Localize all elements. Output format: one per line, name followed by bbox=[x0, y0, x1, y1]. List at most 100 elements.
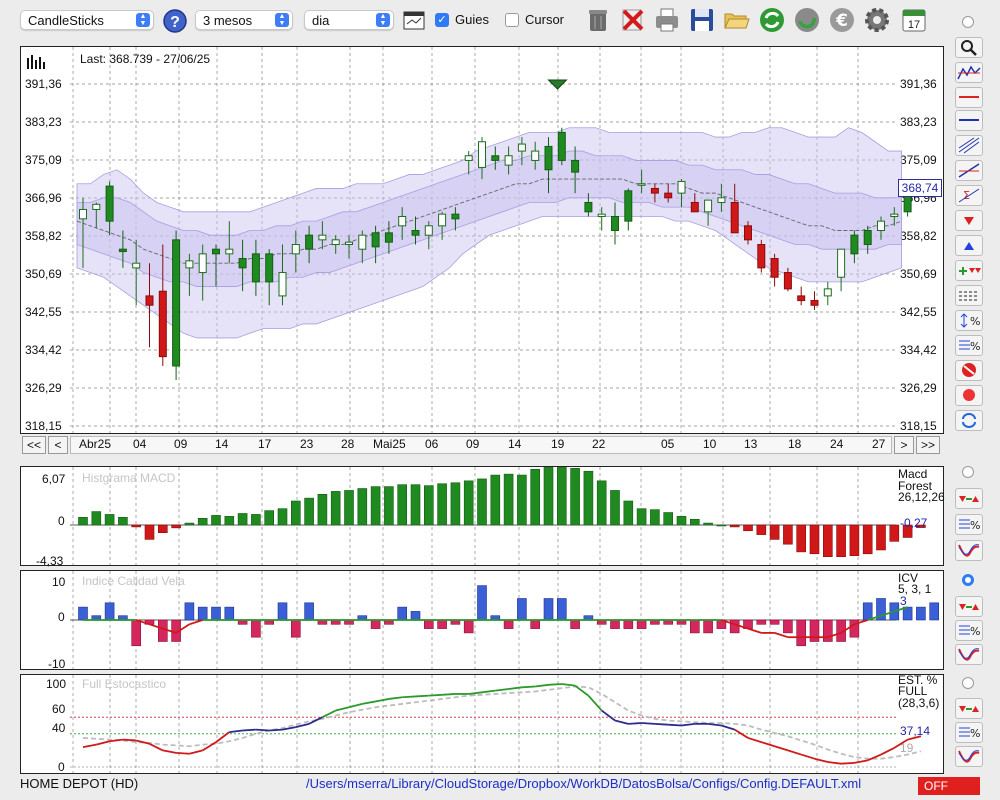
icv-bar bbox=[224, 606, 235, 621]
icv-signal-line bbox=[189, 619, 203, 626]
chart-type-select[interactable]: CandleSticks ▲ ▼ bbox=[20, 10, 154, 30]
macd-bar bbox=[503, 473, 514, 526]
macd-bar bbox=[583, 470, 594, 526]
signal-arrows-icon bbox=[959, 604, 979, 610]
zoom-button[interactable] bbox=[955, 37, 983, 58]
config-path-link[interactable]: /Users/mserra/Library/CloudStorage/Dropb… bbox=[306, 776, 862, 791]
macd-signals-button[interactable] bbox=[955, 488, 983, 509]
icv-curve-button[interactable] bbox=[955, 644, 983, 665]
stochastic-k-line bbox=[841, 761, 855, 765]
y-axis-label: 366,96 bbox=[25, 191, 62, 205]
icv-signals-button[interactable] bbox=[955, 596, 983, 617]
blue-line-button[interactable] bbox=[955, 110, 983, 131]
candle-body bbox=[823, 288, 832, 297]
macd-bar bbox=[902, 524, 913, 538]
macd-bar bbox=[636, 508, 647, 526]
calendar-grid-icon[interactable] bbox=[403, 11, 425, 31]
swap-button[interactable] bbox=[955, 410, 983, 431]
stochastic-k-line bbox=[388, 696, 403, 700]
nav-last-button[interactable]: >> bbox=[916, 436, 940, 454]
macd-curve-button[interactable] bbox=[955, 540, 983, 561]
icv-percent-button[interactable]: % bbox=[955, 620, 983, 641]
candlestick-chart[interactable]: 391,36 391,36 383,23 383,23 375,09 375,09 366,… bbox=[20, 46, 944, 434]
panel-radio-icv[interactable] bbox=[962, 574, 974, 586]
up-arrow-button[interactable] bbox=[955, 235, 983, 256]
stochastic-k-line bbox=[641, 722, 655, 725]
curve-icon bbox=[958, 648, 980, 661]
panel-radio-macd[interactable] bbox=[962, 466, 974, 478]
y-axis-label-right: 391,36 bbox=[900, 77, 937, 91]
cursor-checkbox[interactable] bbox=[505, 13, 519, 27]
down-arrow-button[interactable] bbox=[955, 210, 983, 231]
trash-icon[interactable] bbox=[584, 6, 612, 34]
x-axis-label: 14 bbox=[215, 437, 229, 451]
panel-radio-stochastic[interactable] bbox=[962, 677, 974, 689]
nav-first-button[interactable]: << bbox=[22, 436, 46, 454]
x-axis-label: 04 bbox=[133, 437, 147, 451]
macd-bar bbox=[118, 517, 128, 526]
sync-icon[interactable] bbox=[793, 6, 821, 34]
stochastic-k-line bbox=[508, 686, 523, 690]
status-flag-badge[interactable]: OFF bbox=[918, 777, 980, 795]
red-line-button[interactable] bbox=[955, 87, 983, 108]
stochastic-chart[interactable] bbox=[20, 674, 944, 774]
refresh-icon[interactable] bbox=[758, 6, 786, 34]
icv-chart[interactable] bbox=[20, 570, 944, 670]
nav-next-button[interactable]: > bbox=[894, 436, 914, 454]
calendar-17-icon[interactable]: 17 bbox=[900, 6, 928, 34]
grid-lines-button[interactable] bbox=[955, 285, 983, 306]
euro-icon[interactable]: € bbox=[828, 6, 856, 34]
icv-bar bbox=[916, 606, 926, 621]
help-icon[interactable]: ? bbox=[162, 8, 188, 34]
candle-body bbox=[717, 197, 726, 203]
interval-select[interactable]: dia ▲ ▼ bbox=[304, 10, 394, 30]
percent-range-button[interactable]: % bbox=[955, 310, 983, 331]
candle-body bbox=[291, 244, 300, 255]
candle-body bbox=[757, 244, 766, 269]
guides-checkbox[interactable]: ✓ bbox=[435, 13, 449, 27]
record-icon bbox=[963, 389, 975, 401]
sto-signals-button[interactable] bbox=[955, 698, 983, 719]
print-icon[interactable] bbox=[653, 6, 681, 34]
svg-text:%: % bbox=[970, 727, 980, 740]
time-axis[interactable] bbox=[70, 436, 892, 454]
swap-arrows-icon bbox=[962, 413, 976, 428]
channel-button[interactable] bbox=[955, 135, 983, 156]
macd-percent-button[interactable]: % bbox=[955, 514, 983, 535]
sto-curve-button[interactable] bbox=[955, 746, 983, 767]
save-icon[interactable] bbox=[688, 6, 716, 34]
indicator-button[interactable] bbox=[955, 62, 983, 83]
sto-y40-label: 40 bbox=[52, 721, 66, 735]
macd-histogram[interactable] bbox=[20, 466, 944, 566]
stochastic-k-line bbox=[229, 729, 243, 734]
icv-params: 5, 3, 1 bbox=[898, 582, 932, 596]
sto-y0-label: 0 bbox=[58, 760, 65, 774]
macd-bar bbox=[330, 491, 341, 526]
icv-bar bbox=[902, 606, 913, 621]
icv-signal-line bbox=[175, 623, 190, 634]
stochastic-k-line bbox=[189, 749, 203, 755]
stochastic-k-line bbox=[362, 700, 376, 705]
add-signal-button[interactable] bbox=[955, 260, 983, 281]
candle-body bbox=[371, 232, 380, 248]
delete-icon[interactable] bbox=[619, 6, 647, 34]
open-folder-icon[interactable] bbox=[722, 6, 750, 34]
svg-text:€: € bbox=[835, 11, 848, 31]
macd-right-sub: Forest bbox=[898, 479, 933, 493]
stop-button[interactable] bbox=[955, 360, 983, 381]
gear-icon[interactable] bbox=[863, 6, 891, 34]
percent-lines-button[interactable]: % bbox=[955, 335, 983, 356]
stochastic-k-line bbox=[269, 728, 283, 732]
trendline-button[interactable] bbox=[955, 160, 983, 181]
macd-bar bbox=[370, 486, 381, 526]
red-down-arrow-icon bbox=[964, 217, 974, 225]
sigma-button[interactable]: Σ bbox=[955, 185, 983, 206]
macd-value: -0,27 bbox=[900, 516, 928, 530]
record-button[interactable] bbox=[955, 385, 983, 406]
sto-percent-button[interactable]: % bbox=[955, 722, 983, 743]
panel-radio-main[interactable] bbox=[962, 16, 974, 28]
icv-signal-line bbox=[774, 632, 789, 639]
icv-bar bbox=[131, 619, 141, 647]
nav-prev-button[interactable]: < bbox=[48, 436, 68, 454]
period-select[interactable]: 3 mesos ▲ ▼ bbox=[195, 10, 293, 30]
